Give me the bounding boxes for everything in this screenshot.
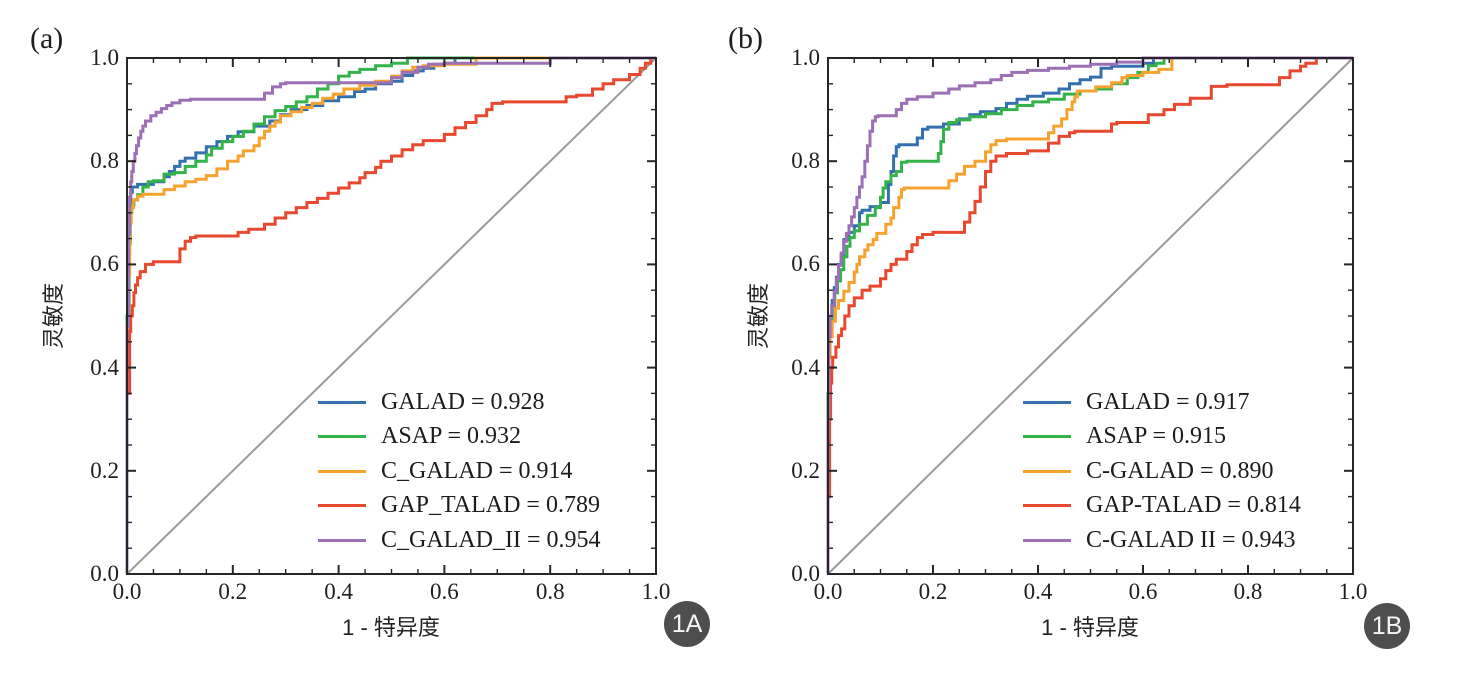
legend-label: GAP-TALAD = 0.814	[1086, 492, 1301, 519]
legend-label: GALAD = 0.917	[1086, 388, 1250, 415]
y-axis-title-a: 灵敏度	[41, 282, 66, 350]
legend-item: C_GALAD = 0.914	[318, 454, 601, 489]
legend-a: GALAD = 0.928 ASAP = 0.932 C_GALAD = 0.914…	[318, 385, 601, 558]
panel-label-b: (b)	[728, 22, 763, 55]
y-tick-label-a: 0.0	[90, 561, 119, 586]
x-tick-label-b: 0.6	[1128, 579, 1158, 604]
figure-badge-1a: 1A	[664, 601, 710, 647]
legend-line-sample	[318, 469, 366, 473]
y-tick-label-b: 0.0	[791, 561, 820, 586]
diagonal-reference-line-a	[126, 57, 657, 575]
x-tick-label-a: 0.0	[112, 579, 142, 604]
legend-line-sample	[1023, 469, 1071, 473]
y-tick-label-a: 0.4	[90, 354, 119, 380]
figure-badge-1b: 1B	[1364, 603, 1410, 649]
roc-curve-a-gap-talad	[125, 56, 656, 574]
legend-line-sample	[318, 504, 366, 508]
legend-item: C-GALAD = 0.890	[1023, 454, 1301, 489]
legend-item: C-GALAD II = 0.943	[1023, 523, 1301, 558]
legend-b: GALAD = 0.917 ASAP = 0.915 C-GALAD = 0.890…	[1023, 385, 1301, 558]
x-tick-label-a: 0.2	[218, 579, 248, 604]
y-tick-label-b: 0.6	[791, 251, 820, 277]
legend-line-sample	[1023, 504, 1071, 508]
roc-curve-b-c-galad-ii	[826, 56, 1353, 574]
legend-label: GAP_TALAD = 0.789	[381, 492, 600, 519]
legend-item: GAP-TALAD = 0.814	[1023, 489, 1301, 524]
y-tick-label-b: 1.0	[791, 45, 820, 70]
roc-curve-b-asap	[826, 56, 1353, 574]
roc-curve-b-c-galad	[826, 56, 1353, 574]
legend-label: C_GALAD = 0.914	[381, 457, 573, 484]
x-tick-label-b: 0.8	[1233, 579, 1263, 604]
y-axis-title-b: 灵敏度	[746, 282, 771, 350]
legend-label: ASAP = 0.932	[381, 423, 522, 450]
y-tick-label-a: 0.6	[90, 251, 119, 277]
legend-item: GAP_TALAD = 0.789	[318, 489, 601, 524]
legend-item: ASAP = 0.915	[1023, 420, 1301, 455]
legend-label: C-GALAD II = 0.943	[1086, 526, 1296, 553]
roc-curve-b-gap-talad	[826, 56, 1353, 574]
legend-item: GALAD = 0.917	[1023, 385, 1301, 420]
y-tick-label-a: 0.2	[90, 457, 119, 483]
legend-label: C-GALAD = 0.890	[1086, 457, 1274, 484]
x-axis-title-a: 1 - 特异度	[342, 615, 440, 640]
panel-label-a: (a)	[30, 22, 64, 55]
legend-line-sample	[1023, 435, 1071, 439]
y-tick-label-b: 0.8	[791, 148, 820, 174]
roc-curve-a-c-galad-ii	[125, 56, 656, 574]
x-tick-label-b: 1.0	[1338, 579, 1368, 604]
legend-line-sample	[1023, 400, 1071, 404]
legend-line-sample	[318, 400, 366, 404]
legend-item: ASAP = 0.932	[318, 420, 601, 455]
x-tick-label-b: 0.2	[918, 579, 948, 604]
x-tick-label-b: 0.0	[813, 579, 843, 604]
x-tick-label-a: 1.0	[641, 579, 671, 604]
diagonal-reference-line-b	[827, 57, 1354, 575]
x-tick-label-a: 0.4	[324, 579, 353, 604]
legend-line-sample	[1023, 538, 1071, 542]
x-axis-title-b: 1 - 特异度	[1041, 615, 1139, 640]
legend-label: ASAP = 0.915	[1086, 423, 1227, 450]
x-tick-label-b: 0.4	[1023, 579, 1053, 604]
x-tick-label-a: 0.8	[535, 579, 565, 604]
legend-item: C_GALAD_II = 0.954	[318, 523, 601, 558]
legend-line-sample	[318, 435, 366, 439]
y-tick-label-a: 0.8	[90, 148, 119, 174]
y-tick-label-b: 0.2	[791, 457, 820, 483]
y-tick-label-a: 1.0	[90, 45, 119, 70]
legend-label: GALAD = 0.928	[381, 388, 545, 415]
x-tick-label-a: 0.6	[430, 579, 459, 604]
legend-label: C_GALAD_II = 0.954	[381, 526, 601, 553]
y-tick-label-b: 0.4	[791, 354, 820, 380]
legend-item: GALAD = 0.928	[318, 385, 601, 420]
legend-line-sample	[318, 538, 366, 542]
